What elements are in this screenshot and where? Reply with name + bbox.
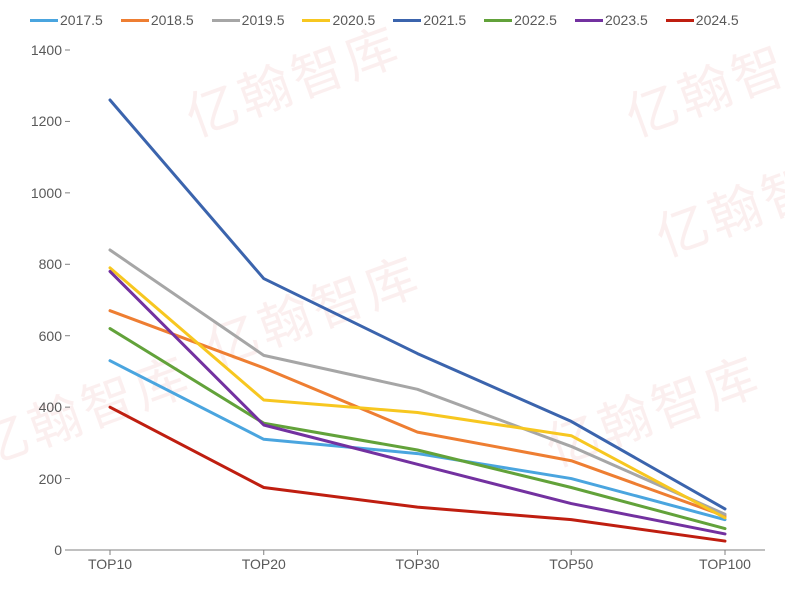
series-line	[110, 100, 725, 509]
legend-swatch	[121, 19, 149, 22]
legend-swatch	[484, 19, 512, 22]
y-tick-label: 400	[39, 399, 62, 415]
line-chart: 亿翰智库亿翰智库亿翰智库亿翰智库亿翰智库亿翰智库 2017.52018.5201…	[0, 0, 785, 590]
legend-label: 2021.5	[423, 12, 466, 28]
legend-swatch	[30, 19, 58, 22]
legend-item: 2020.5	[302, 12, 375, 28]
y-tick-label: 600	[39, 328, 62, 344]
legend: 2017.5 2018.5 2019.5 2020.5 2021.5 2022.5 2023…	[30, 12, 775, 28]
legend-swatch	[302, 19, 330, 22]
y-tick-label: 800	[39, 256, 62, 272]
legend-item: 2024.5	[666, 12, 739, 28]
y-tick-label: 0	[54, 542, 62, 558]
legend-item: 2018.5	[121, 12, 194, 28]
legend-label: 2017.5	[60, 12, 103, 28]
series-line	[110, 329, 725, 529]
legend-item: 2019.5	[212, 12, 285, 28]
legend-item: 2023.5	[575, 12, 648, 28]
legend-swatch	[666, 19, 694, 22]
y-tick-label: 200	[39, 471, 62, 487]
legend-label: 2024.5	[696, 12, 739, 28]
x-tick-label: TOP20	[242, 556, 286, 572]
legend-label: 2018.5	[151, 12, 194, 28]
x-tick-label: TOP10	[88, 556, 132, 572]
legend-label: 2020.5	[332, 12, 375, 28]
series-line	[110, 268, 725, 518]
legend-swatch	[393, 19, 421, 22]
legend-item: 2022.5	[484, 12, 557, 28]
x-tick-label: TOP30	[395, 556, 439, 572]
x-tick-label: TOP100	[699, 556, 751, 572]
legend-swatch	[575, 19, 603, 22]
x-tick-label: TOP50	[549, 556, 593, 572]
y-tick-label: 1400	[31, 42, 62, 58]
legend-swatch	[212, 19, 240, 22]
y-tick-label: 1000	[31, 185, 62, 201]
legend-label: 2022.5	[514, 12, 557, 28]
plot-svg	[70, 50, 765, 550]
y-tick-label: 1200	[31, 113, 62, 129]
legend-item: 2021.5	[393, 12, 466, 28]
legend-item: 2017.5	[30, 12, 103, 28]
series-line	[110, 250, 725, 514]
legend-label: 2023.5	[605, 12, 648, 28]
plot-area: 0200400600800100012001400TOP10TOP20TOP30…	[70, 50, 765, 550]
legend-label: 2019.5	[242, 12, 285, 28]
